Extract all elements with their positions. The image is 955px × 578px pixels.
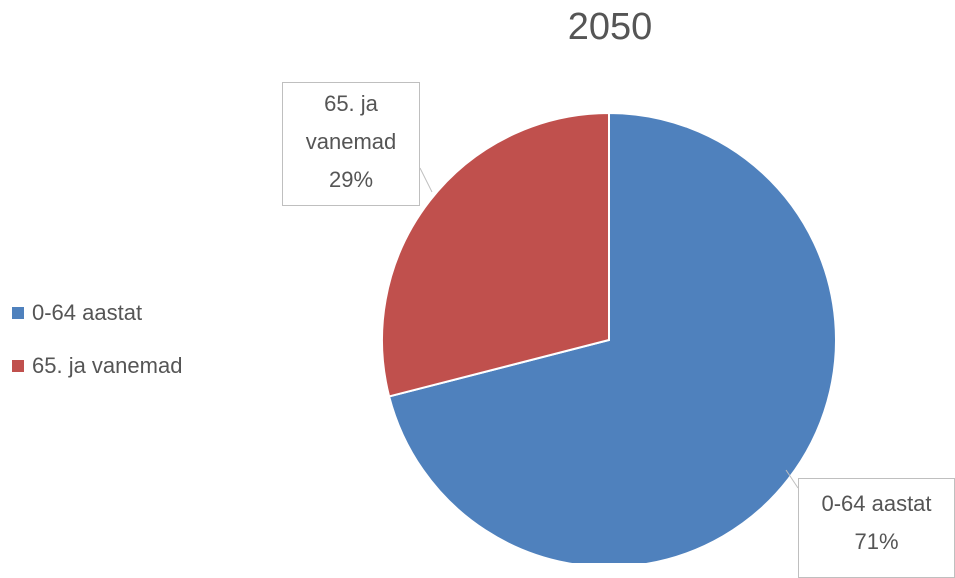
legend-swatch xyxy=(12,360,24,372)
chart xyxy=(381,111,837,563)
leader-line xyxy=(785,469,799,489)
leader-line xyxy=(419,167,433,193)
legend-swatch xyxy=(12,307,24,319)
legend-item: 0-64 aastat xyxy=(12,300,142,326)
data-label: 0-64 aastat 71% xyxy=(798,478,955,578)
data-label-name: 0-64 aastat xyxy=(821,491,932,516)
data-label-value: 71% xyxy=(854,529,899,554)
legend-label: 0-64 aastat xyxy=(32,300,143,325)
legend-label: 65. ja vanemad xyxy=(32,353,183,378)
page: {"chart_data": {"type": "pie", "title": … xyxy=(12,6,955,578)
chart-title: 2050 xyxy=(567,6,653,48)
pie-slice xyxy=(387,111,837,563)
pie-slice xyxy=(381,111,610,398)
data-label: 65. ja vanemad 29% xyxy=(282,82,420,206)
data-label-name: 65. ja vanemad xyxy=(305,91,397,154)
legend-item: 65. ja vanemad xyxy=(12,353,182,379)
data-label-value: 29% xyxy=(328,167,374,192)
